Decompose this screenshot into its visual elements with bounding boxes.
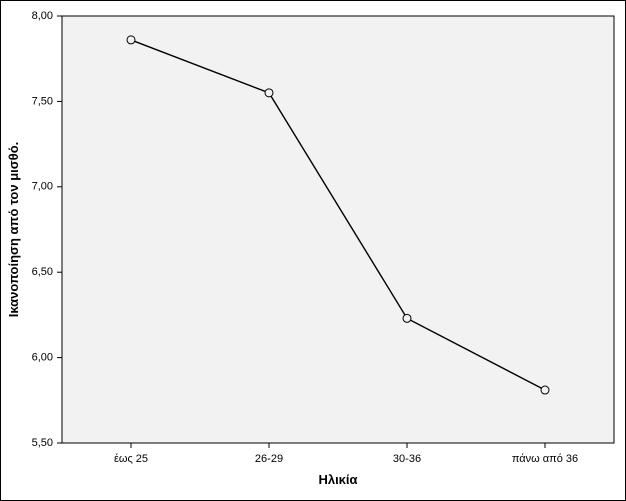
y-tick-label: 5,50 bbox=[32, 437, 53, 449]
x-tick-label: 26-29 bbox=[255, 453, 283, 465]
data-point bbox=[265, 89, 273, 97]
y-tick-label: 6,00 bbox=[32, 352, 53, 364]
data-point bbox=[541, 386, 549, 394]
y-tick-label: 8,00 bbox=[32, 10, 53, 22]
y-tick-label: 6,50 bbox=[32, 266, 53, 278]
x-tick-label: πάνω από 36 bbox=[512, 453, 578, 465]
x-tick-label: 30-36 bbox=[393, 453, 421, 465]
y-tick-label: 7,50 bbox=[32, 95, 53, 107]
y-tick-label: 7,00 bbox=[32, 181, 53, 193]
x-axis-title: Ηλικία bbox=[318, 472, 357, 487]
line-chart: 5,50 6,00 6,50 7,00 7,50 8,00 έως 25 26-29 30-36… bbox=[0, 0, 626, 501]
chart-svg: 5,50 6,00 6,50 7,00 7,50 8,00 έως 25 26-29 30-36… bbox=[0, 0, 626, 501]
x-tick-label: έως 25 bbox=[114, 453, 148, 465]
data-point bbox=[403, 314, 411, 322]
y-axis-title: Ικανοποίηση από τον μισθό. bbox=[6, 142, 21, 318]
data-point bbox=[127, 36, 135, 44]
